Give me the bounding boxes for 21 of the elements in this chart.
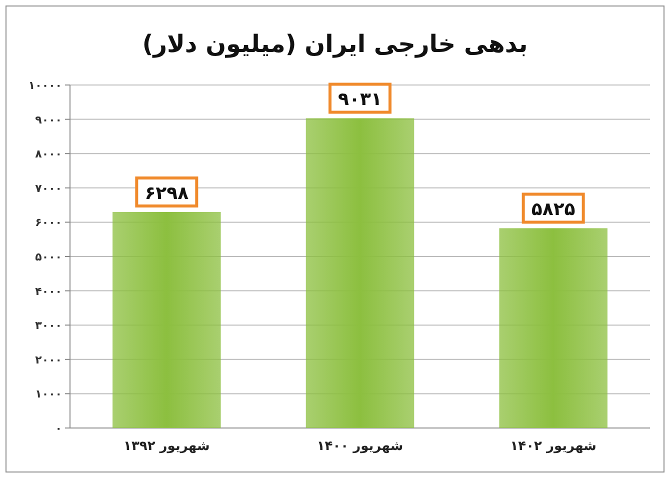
x-tick-label: شهریور ۱۴۰۰ <box>316 439 404 454</box>
bar <box>306 118 414 428</box>
y-tick-label: ۱۰۰۰۰ <box>28 79 62 92</box>
y-tick-label: ۰ <box>55 422 62 435</box>
y-tick-label: ۲۰۰۰ <box>35 353 62 366</box>
y-tick-label: ۹۰۰۰ <box>35 113 62 126</box>
data-label: ۵۸۲۵ <box>531 199 576 220</box>
y-tick-label: ۸۰۰۰ <box>35 148 62 161</box>
data-label: ۹۰۳۱ <box>338 89 382 110</box>
y-tick-label: ۳۰۰۰ <box>35 319 62 332</box>
y-tick-label: ۴۰۰۰ <box>35 284 62 298</box>
data-label: ۶۲۹۸ <box>144 182 189 204</box>
y-tick-label: ۶۰۰۰ <box>35 216 62 230</box>
y-tick-label: ۱۰۰۰ <box>35 388 62 401</box>
x-tick-label: شهریور ۱۴۰۲ <box>510 439 596 454</box>
bar <box>112 212 221 428</box>
chart-title: بدهی خارجی ایران (میلیون دلار) <box>142 30 528 58</box>
bar <box>499 228 608 428</box>
x-tick-label: شهریور ۱۳۹۲ <box>124 439 210 454</box>
y-tick-label: ۵۰۰۰ <box>35 250 62 264</box>
y-tick-label: ۷۰۰۰ <box>35 182 62 195</box>
